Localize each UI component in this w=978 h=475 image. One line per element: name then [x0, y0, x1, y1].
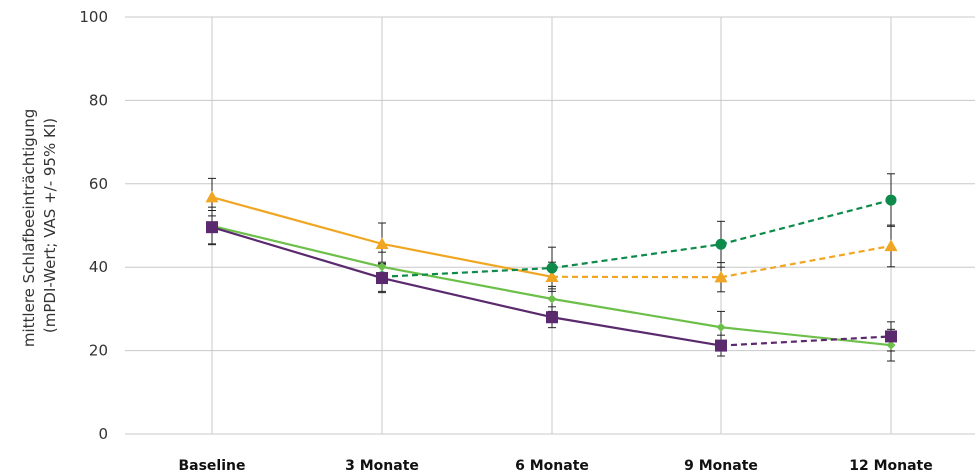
data-point	[716, 322, 726, 332]
data-point	[884, 239, 898, 252]
y-axis-title: mittlere Schlafbeeinträchtigung (mPDI-We…	[20, 104, 59, 347]
x-tick-label: 9 Monate	[684, 458, 758, 474]
data-point	[546, 311, 558, 324]
data-point	[377, 262, 387, 272]
x-tick-label: 6 Monate	[515, 458, 589, 474]
data-point	[205, 190, 219, 203]
series-line-segment	[381, 276, 553, 319]
data-point	[376, 272, 388, 285]
grid	[125, 16, 975, 435]
y-axis-title-line-2: (mPDI-Wert; VAS +/- 95% KI)	[41, 118, 59, 333]
series-line-segment	[381, 266, 553, 278]
data-point	[375, 237, 389, 250]
series-markers	[205, 190, 898, 352]
data-point	[545, 270, 559, 282]
series-line-segment	[720, 335, 892, 347]
y-tick-label: 80	[89, 91, 108, 109]
data-point	[547, 294, 557, 304]
axis-labels: 0 20 40 60 80 100 Baseline 3 Monate 6 Monate 9 Mo…	[79, 8, 932, 474]
series-line-segment	[211, 196, 383, 245]
data-point	[206, 221, 218, 234]
series-line-segment	[381, 242, 553, 278]
data-point	[715, 238, 727, 250]
data-point	[715, 339, 727, 352]
series-line-segment	[720, 244, 892, 279]
series-line-segment	[720, 326, 892, 347]
series-line-segment	[551, 316, 722, 347]
y-tick-label: 40	[89, 258, 108, 276]
x-tick-label: 3 Monate	[345, 458, 419, 474]
series-line-segment	[720, 198, 892, 246]
series-line-segment	[211, 226, 383, 280]
y-tick-label: 100	[79, 8, 108, 26]
data-point	[886, 340, 896, 350]
y-tick-label: 0	[98, 425, 108, 443]
series-line-segment	[551, 297, 722, 329]
series-line-segment	[381, 265, 553, 300]
series-line-segment	[211, 224, 383, 268]
y-axis-title-line-1: mittlere Schlafbeeinträchtigung	[20, 109, 38, 347]
data-point	[885, 194, 897, 206]
y-tick-label: 60	[89, 175, 108, 193]
y-tick-label: 20	[89, 342, 108, 360]
series-line-segment	[551, 243, 722, 270]
data-point	[885, 330, 897, 343]
x-tick-label: 12 Monate	[849, 458, 933, 474]
series-lines	[211, 196, 892, 347]
data-point	[546, 262, 558, 274]
x-tick-label: Baseline	[178, 458, 245, 474]
data-point	[714, 270, 728, 283]
